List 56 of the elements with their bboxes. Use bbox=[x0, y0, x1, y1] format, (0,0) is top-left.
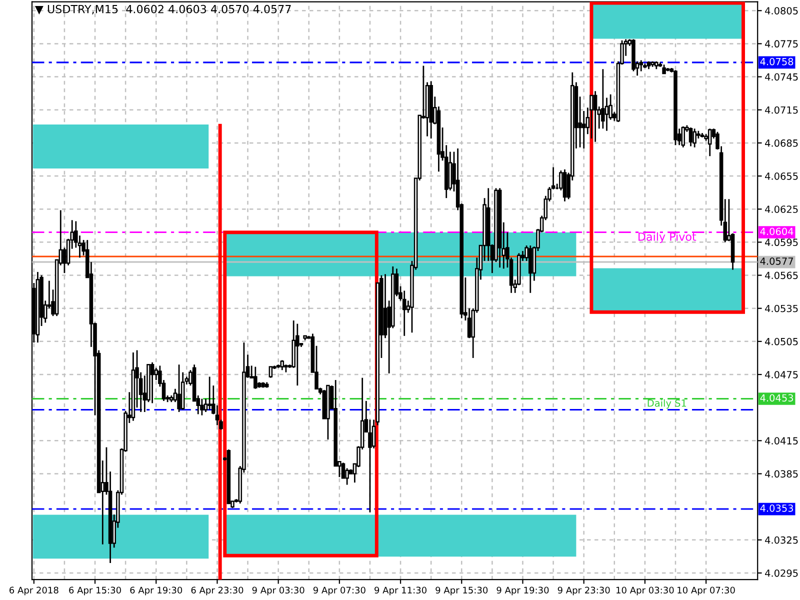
candlestick bbox=[368, 419, 372, 514]
y-tick-label: 4.0655 bbox=[765, 172, 798, 180]
ref-line-label: 4.0758 bbox=[760, 58, 794, 66]
ref-line-label: 4.0577 bbox=[760, 258, 793, 265]
y-tick-label: 4.0805 bbox=[765, 7, 798, 14]
candlestick bbox=[582, 110, 586, 150]
x-tick-label: 6 Apr 23:30 bbox=[191, 586, 244, 596]
x-tick-label: 10 Apr 07:30 bbox=[678, 586, 735, 596]
candlestick bbox=[177, 364, 181, 413]
y-tick-label: 4.0385 bbox=[765, 470, 798, 478]
y-tick-label: 4.0715 bbox=[765, 106, 798, 114]
candlestick bbox=[688, 126, 693, 147]
x-tick-label: 9 Apr 11:30 bbox=[374, 586, 426, 596]
candlestick bbox=[692, 128, 696, 148]
candlestick bbox=[593, 90, 598, 143]
y-tick-label: 4.0295 bbox=[765, 569, 798, 577]
y-tick-label: 4.0685 bbox=[765, 139, 798, 147]
candlestick bbox=[200, 398, 204, 416]
x-tick-label: 9 Apr 03:30 bbox=[252, 586, 304, 596]
y-tick-label: 4.0325 bbox=[765, 536, 798, 544]
x-tick-label: 9 Apr 15:30 bbox=[436, 586, 488, 596]
candlestick bbox=[590, 94, 594, 140]
ref-line-label: 4.0604 bbox=[760, 228, 794, 236]
x-tick-label: 6 Apr 15:30 bbox=[69, 586, 121, 596]
y-tick-label: 4.0745 bbox=[765, 73, 798, 81]
ref-line-label: 4.0353 bbox=[760, 504, 794, 512]
candlestick bbox=[296, 323, 300, 386]
candlestick bbox=[208, 376, 212, 410]
annotation: Daily Pivot bbox=[638, 232, 696, 244]
x-tick-label: 9 Apr 07:30 bbox=[313, 586, 366, 596]
x-tick-label: 9 Apr 23:30 bbox=[558, 586, 610, 596]
ref-line-label: 4.0453 bbox=[760, 394, 794, 402]
x-tick-label: 9 Apr 19:30 bbox=[496, 586, 549, 596]
candlestick bbox=[254, 366, 258, 390]
y-tick-label: 4.0415 bbox=[765, 437, 798, 444]
y-tick-label: 4.0565 bbox=[765, 272, 798, 280]
y-tick-label: 4.0595 bbox=[765, 238, 798, 246]
x-tick-label: 6 Apr 19:30 bbox=[130, 586, 182, 596]
candlestick bbox=[708, 128, 712, 157]
candlestick bbox=[215, 404, 220, 426]
candlestick bbox=[280, 359, 284, 371]
candlestick bbox=[150, 362, 154, 404]
candlestick bbox=[639, 60, 644, 72]
candlestick bbox=[601, 68, 605, 130]
y-tick-label: 4.0535 bbox=[765, 304, 798, 312]
candlestick bbox=[268, 366, 273, 379]
y-tick-label: 4.0625 bbox=[765, 206, 798, 213]
annotation: Daily S1 bbox=[648, 399, 686, 409]
chart-title: ▼ USDTRY,M15 4.0602 4.0603 4.0570 4.0577 bbox=[34, 4, 291, 14]
y-tick-label: 4.0775 bbox=[765, 40, 798, 48]
candlestick bbox=[681, 126, 686, 148]
candlestick bbox=[402, 290, 406, 337]
x-tick-label: 6 Apr 2018 bbox=[10, 586, 58, 596]
x-tick-label: 10 Apr 03:30 bbox=[616, 586, 674, 596]
y-tick-label: 4.0475 bbox=[765, 370, 798, 378]
y-tick-label: 4.0505 bbox=[765, 338, 798, 346]
